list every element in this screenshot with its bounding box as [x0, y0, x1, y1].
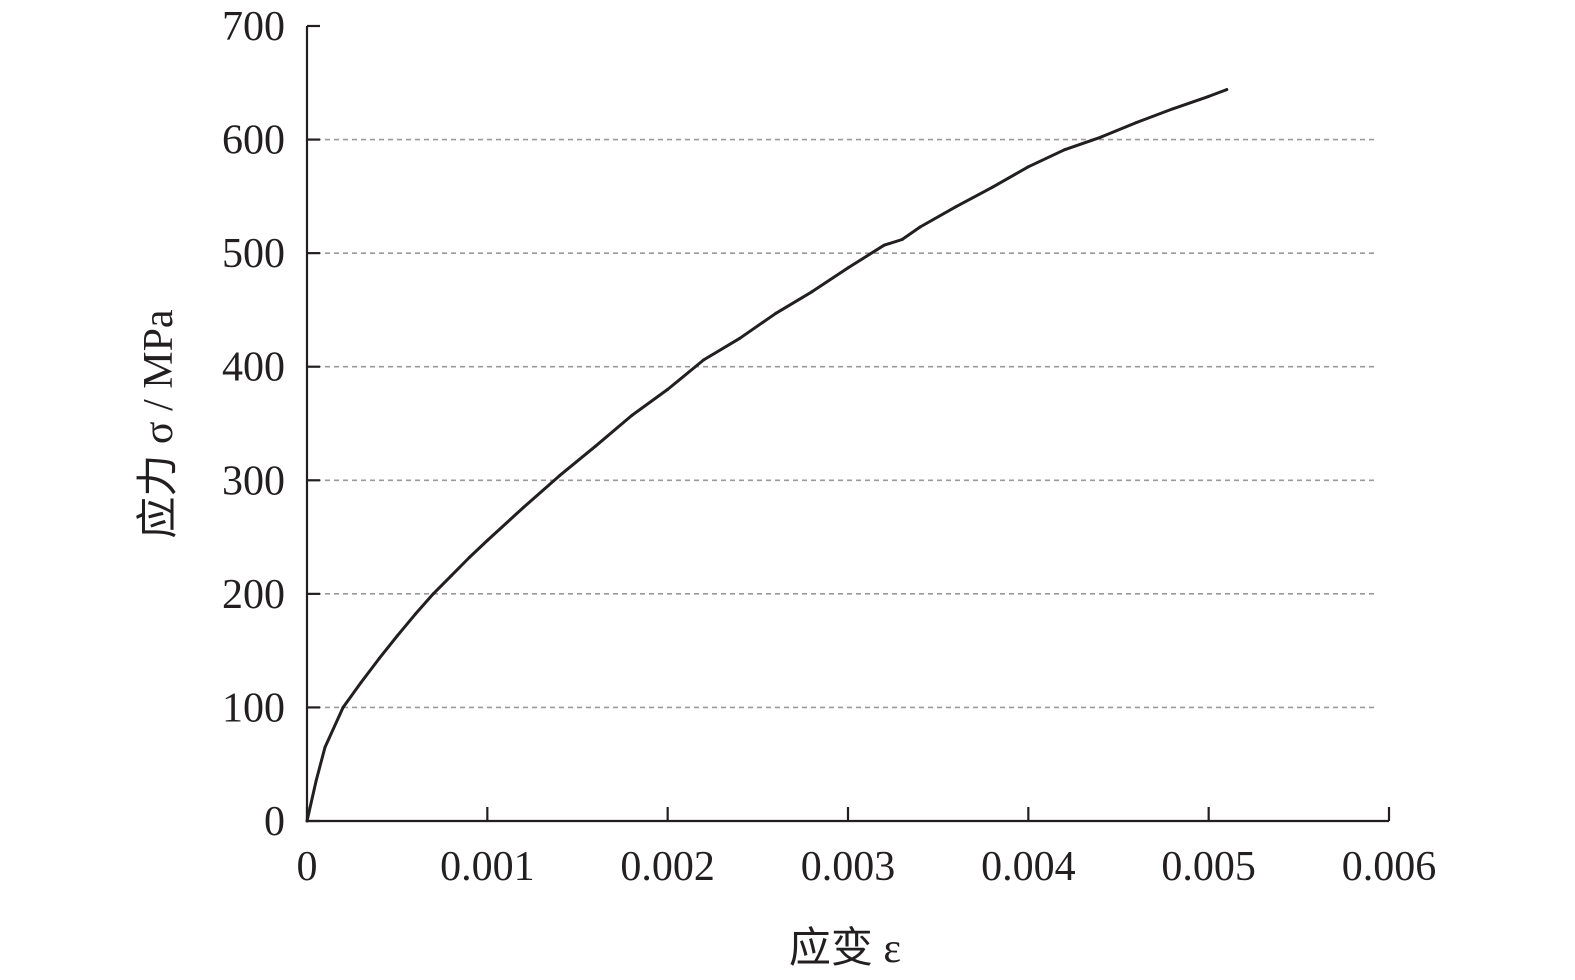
curve-point [666, 387, 670, 391]
curve-point [467, 556, 471, 559]
curve-point [314, 779, 318, 783]
curve-point [323, 745, 327, 749]
curve-point [954, 205, 958, 209]
curve-point [359, 680, 363, 684]
curve-point [1026, 165, 1030, 169]
stress-strain-curve [305, 88, 1229, 823]
curve-point [810, 290, 814, 294]
curve-point [1062, 148, 1066, 152]
x-tick-label: 0 [297, 844, 318, 890]
curve-point [990, 185, 994, 189]
gridlines [307, 138, 1377, 709]
y-tick-label: 400 [222, 345, 285, 391]
y-tick-label: 200 [222, 572, 285, 618]
curve-point [521, 506, 525, 509]
curve-point [1225, 88, 1229, 92]
curve-point [377, 657, 381, 661]
curve-point [485, 539, 489, 542]
y-tick-label: 600 [222, 118, 285, 164]
series-layer [305, 88, 1229, 823]
y-axis-title: 应力 σ / MPa [135, 309, 182, 539]
curve-point [341, 705, 345, 709]
x-tick-label: 0.004 [981, 844, 1076, 890]
y-tick-label: 700 [222, 4, 285, 50]
curve-point [395, 634, 399, 638]
curve-point [738, 336, 742, 340]
curve-point [846, 266, 850, 270]
curve-point [630, 414, 634, 418]
x-tick-label: 0.003 [801, 844, 896, 890]
curve-point [918, 225, 922, 229]
curve-point [1099, 135, 1102, 139]
curve-point [594, 444, 597, 448]
x-tick-label: 0.002 [620, 844, 715, 890]
x-tick-label: 0.005 [1161, 844, 1256, 890]
y-tick-label: 100 [222, 685, 285, 731]
curve-point [882, 243, 886, 247]
x-tick-label: 0.001 [440, 844, 535, 890]
curve-point [431, 592, 435, 596]
curve-point [702, 358, 706, 362]
curve-point [1135, 121, 1138, 124]
x-tick-label: 0.006 [1342, 844, 1437, 890]
curve-point [413, 612, 417, 616]
x-axis-ticks: 0 0.001 0.002 0.003 0.004 0.005 0.006 [297, 807, 1437, 890]
curve-point [774, 311, 778, 315]
y-axis-ticks: 0 100 200 300 400 500 600 700 [222, 4, 320, 845]
curve-point [900, 238, 904, 241]
x-axis-title: 应变 ε [789, 925, 901, 972]
curve-point [305, 819, 309, 823]
y-tick-label: 500 [222, 231, 285, 277]
y-tick-label: 0 [264, 799, 285, 845]
curve-point [449, 574, 453, 578]
axes [305, 26, 1389, 823]
curve-point [1207, 94, 1211, 98]
curve-point [1171, 107, 1175, 111]
curve-point [558, 474, 561, 478]
y-tick-label: 300 [222, 458, 285, 504]
